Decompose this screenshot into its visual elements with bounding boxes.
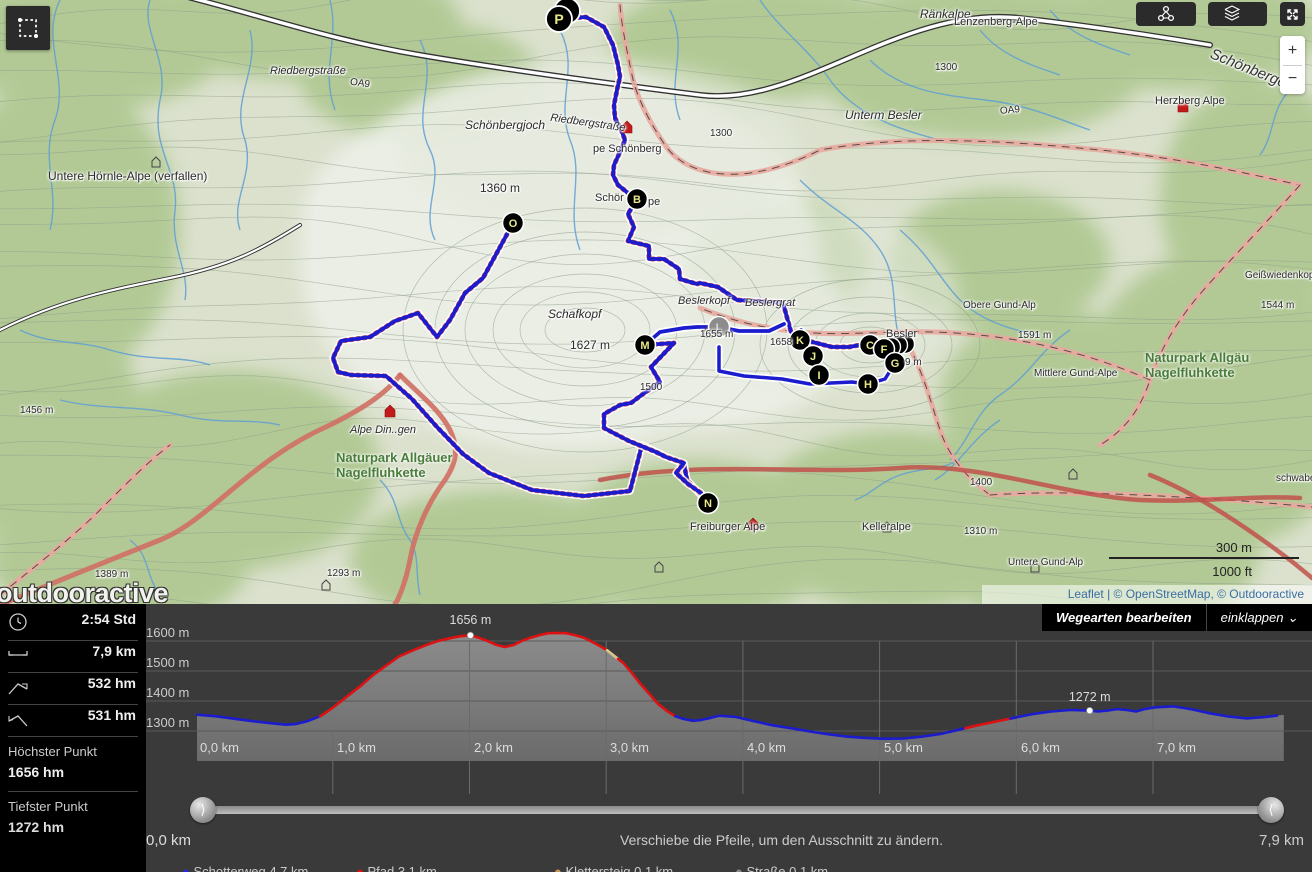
svg-text:1,0 km: 1,0 km [337,740,376,755]
svg-text:5,0 km: 5,0 km [884,740,923,755]
svg-text:1400 m: 1400 m [146,685,189,700]
svg-text:0,0 km: 0,0 km [200,740,239,755]
svg-text:H: H [864,379,872,391]
svg-text:O: O [509,218,518,230]
svg-text:1300 m: 1300 m [146,715,189,730]
svg-text:G: G [891,358,900,370]
svg-text:F: F [881,344,888,356]
svg-text:1600 m: 1600 m [146,625,189,640]
svg-text:M: M [640,340,649,352]
svg-text:3,0 km: 3,0 km [610,740,649,755]
svg-text:1272 m: 1272 m [1069,690,1111,704]
svg-text:P: P [554,11,563,27]
svg-text:6,0 km: 6,0 km [1021,740,1060,755]
svg-text:4,0 km: 4,0 km [747,740,786,755]
svg-text:1656 m: 1656 m [450,613,492,627]
svg-text:2,0 km: 2,0 km [474,740,513,755]
svg-text:I: I [817,370,820,382]
svg-text:K: K [796,335,804,347]
svg-text:B: B [633,194,641,206]
svg-text:1500 m: 1500 m [146,655,189,670]
svg-text:7,0 km: 7,0 km [1157,740,1196,755]
svg-text:N: N [704,498,712,510]
svg-text:J: J [810,351,816,363]
